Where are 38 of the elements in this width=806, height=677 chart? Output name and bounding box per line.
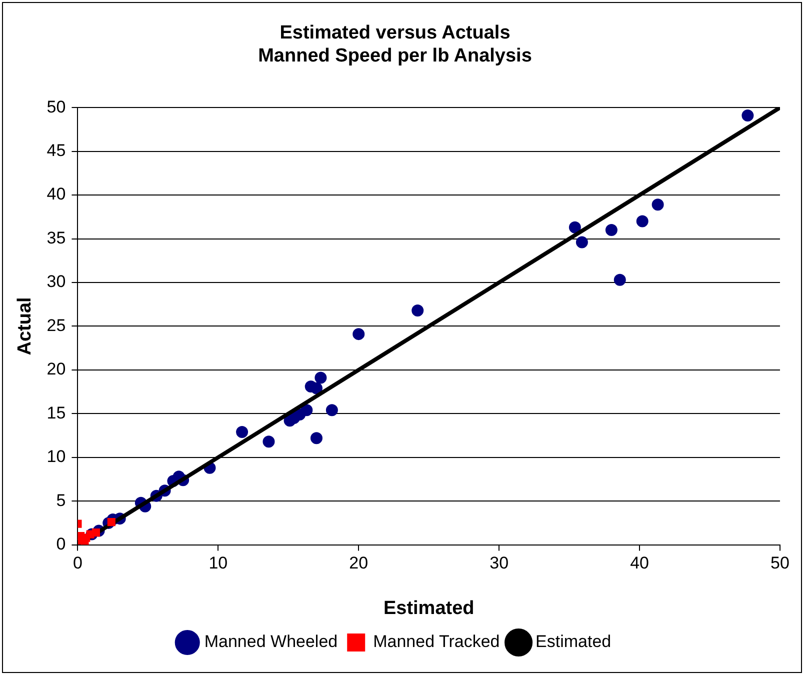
- point: [652, 198, 664, 211]
- x-tick-label: 0: [72, 554, 82, 573]
- chart-title: Estimated versus Actuals Manned Speed per lb Analysis: [258, 22, 532, 66]
- x-tick-label: 30: [490, 554, 509, 573]
- point: [614, 274, 626, 286]
- y-tick-label: 10: [46, 447, 66, 466]
- y-tick-label: 40: [46, 184, 66, 204]
- point: [742, 109, 754, 122]
- x-tick-label: 40: [630, 554, 650, 573]
- y-tick-label: 45: [46, 141, 66, 160]
- y-axis-title: Actual: [14, 297, 36, 356]
- y-tick-label: 20: [46, 360, 66, 379]
- point: [412, 304, 424, 316]
- y-tick-label: 30: [46, 272, 66, 292]
- point: [636, 215, 648, 228]
- legend-label: Manned Wheeled: [204, 632, 338, 652]
- x-tick-label: 10: [208, 554, 228, 573]
- point: [576, 236, 588, 248]
- point: [236, 426, 248, 438]
- point: [352, 328, 365, 340]
- point: [605, 224, 618, 236]
- point: [314, 372, 327, 384]
- x-tick-label: 50: [770, 554, 790, 573]
- y-tick-label: 0: [56, 534, 66, 554]
- point: [326, 404, 338, 416]
- y-tick-label: 15: [46, 403, 66, 422]
- y-tick-label: 35: [46, 228, 66, 248]
- point: [262, 436, 275, 448]
- point: [78, 532, 85, 540]
- x-axis-title: Estimated: [383, 598, 474, 619]
- point: [310, 432, 322, 444]
- point: [568, 221, 581, 234]
- legend-label: Estimated: [536, 632, 612, 652]
- legend-label: Manned Tracked: [373, 632, 500, 652]
- y-tick-label: 5: [56, 490, 66, 510]
- y-tick-label: 50: [46, 97, 66, 116]
- x-tick-label: 20: [349, 554, 368, 573]
- y-tick-label: 25: [46, 316, 66, 335]
